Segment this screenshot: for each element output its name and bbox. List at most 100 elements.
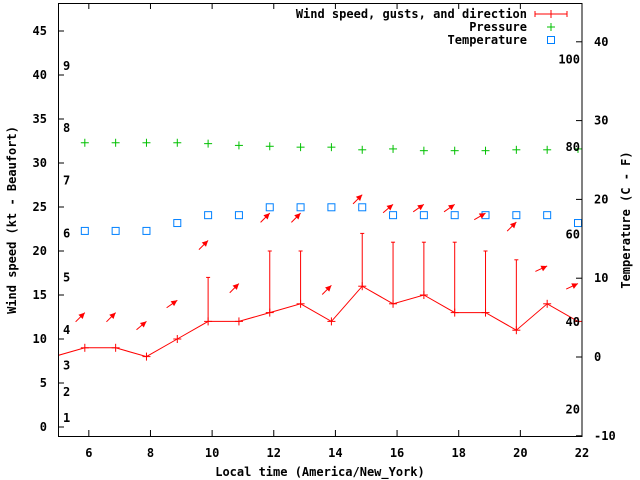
- pressure-point: [234, 141, 243, 150]
- pressure-point: [419, 146, 428, 155]
- y-tick-label: 10: [33, 332, 47, 346]
- arrow-head: [294, 213, 301, 220]
- wind-direction-arrow: [106, 312, 116, 323]
- wind-speed-point: [296, 299, 305, 308]
- x-tick-label: 20: [513, 446, 527, 460]
- arrow-head: [109, 312, 116, 319]
- temperature-point: [573, 219, 582, 228]
- x-tick-label: 14: [328, 446, 342, 460]
- wind-speed-point: [265, 308, 274, 317]
- arrow-head: [232, 283, 239, 290]
- temperature-point: [234, 211, 243, 220]
- temperature-point: [389, 211, 398, 220]
- wind-direction-arrow: [229, 283, 240, 294]
- pressure-point: [450, 146, 459, 155]
- y2-tick-label: 0: [594, 350, 601, 364]
- y2-axis-label: Temperature (C - F): [619, 151, 633, 288]
- temperature-point: [111, 226, 120, 235]
- wind-direction-arrow: [321, 284, 332, 295]
- wind-direction-arrow: [352, 194, 363, 205]
- fahrenheit-label: 20: [566, 403, 580, 417]
- y-tick-label: 20: [33, 244, 47, 258]
- pressure-point: [358, 145, 367, 154]
- wind-direction-arrow: [136, 321, 147, 331]
- fahrenheit-label: 100: [558, 52, 580, 66]
- wind-speed-point: [389, 299, 398, 308]
- plot-border: [58, 3, 583, 437]
- x-tick-label: 6: [85, 446, 92, 460]
- x-tick-label: 12: [267, 446, 281, 460]
- wind-speed-point: [50, 353, 58, 361]
- temperature-point: [173, 219, 182, 228]
- y2-tick-label: 10: [594, 271, 608, 285]
- legend-pressure-sample: [547, 23, 555, 31]
- wind-speed-point: [481, 308, 490, 317]
- pressure-point: [173, 138, 182, 147]
- beaufort-label: 4: [63, 323, 70, 337]
- arrow-head: [417, 204, 424, 211]
- y-tick-label: 45: [33, 24, 47, 38]
- arrow-head: [571, 283, 578, 289]
- arrow-head: [478, 213, 486, 219]
- x-axis-label: Local time (America/New_York): [215, 465, 425, 480]
- y-tick-label: 35: [33, 112, 47, 126]
- wind-speed-point: [204, 317, 213, 326]
- legend-pressure-label: Pressure: [469, 20, 527, 34]
- arrow-head: [386, 204, 394, 211]
- x-tick-label: 18: [451, 446, 465, 460]
- pressure-point: [80, 138, 89, 147]
- fahrenheit-label: 80: [566, 140, 580, 154]
- y2-tick-label: 40: [594, 35, 608, 49]
- temperature-point: [80, 226, 89, 235]
- beaufort-label: 1: [63, 411, 70, 425]
- temperature-point: [265, 203, 274, 212]
- y-tick-label: 25: [33, 200, 47, 214]
- wind-speed-point: [512, 326, 521, 335]
- wind-speed-point: [234, 317, 243, 326]
- legend-wind-label: Wind speed, gusts, and direction: [296, 7, 527, 21]
- temperature-point: [419, 211, 428, 220]
- beaufort-label: 8: [63, 121, 70, 135]
- arrow-head: [78, 312, 85, 319]
- y2-tick-label: 20: [594, 192, 608, 206]
- wind-speed-point: [358, 282, 367, 291]
- x-tick-label: 10: [205, 446, 219, 460]
- x-tick-label: 22: [575, 446, 589, 460]
- legend-temperature-sample: [547, 36, 555, 44]
- temperature-point: [543, 211, 552, 220]
- wind-speed-point: [80, 343, 89, 352]
- wind-direction-arrow: [260, 212, 271, 223]
- pressure-point: [543, 145, 552, 154]
- wind-direction-arrow: [291, 212, 301, 223]
- fahrenheit-label: 40: [566, 315, 580, 329]
- wind-direction-arrow: [412, 203, 425, 213]
- arrow-head: [170, 300, 178, 307]
- beaufort-label: 9: [63, 59, 70, 73]
- wind-direction-arrow: [75, 312, 86, 323]
- wind-speed-point: [450, 308, 459, 317]
- arrow-head: [448, 204, 455, 211]
- pressure-point: [389, 144, 398, 153]
- wind-speed-point: [327, 317, 336, 326]
- wind-speed-point: [543, 299, 552, 308]
- pressure-point: [265, 142, 274, 151]
- pressure-point: [296, 143, 305, 152]
- arrow-head: [139, 321, 147, 328]
- beaufort-label: 2: [63, 385, 70, 399]
- wind-direction-arrow: [474, 212, 486, 221]
- beaufort-label: 5: [63, 270, 70, 284]
- arrow-head: [355, 194, 363, 202]
- wind-direction-arrow: [443, 203, 455, 213]
- wind-speed-point: [111, 343, 120, 352]
- wind-direction-arrow: [506, 221, 517, 232]
- wind-speed-point: [573, 317, 582, 326]
- wind-speed-line: [58, 285, 579, 358]
- beaufort-label: 3: [63, 358, 70, 372]
- wind-speed-point: [142, 352, 151, 361]
- y-tick-label: 5: [40, 376, 47, 390]
- pressure-point: [327, 143, 336, 152]
- pressure-point: [481, 146, 490, 155]
- beaufort-label: 6: [63, 226, 70, 240]
- wind-direction-arrow: [535, 265, 548, 272]
